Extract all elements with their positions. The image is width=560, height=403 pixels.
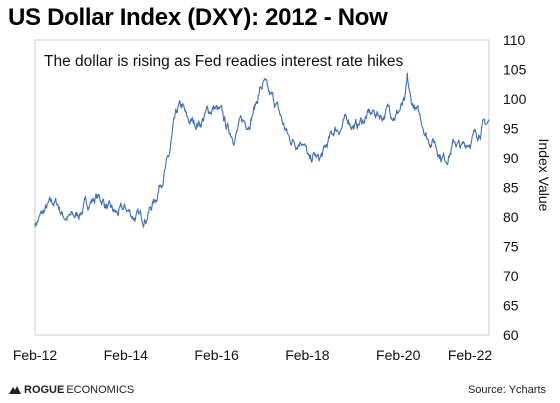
brand: ROGUE ECONOMICS bbox=[8, 384, 134, 396]
x-tick-label: Feb-22 bbox=[448, 347, 493, 363]
y-tick-label: 105 bbox=[503, 62, 527, 78]
y-tick-label: 95 bbox=[503, 121, 519, 137]
y-tick-label: 90 bbox=[503, 150, 519, 166]
y-tick-label: 65 bbox=[503, 298, 519, 314]
x-tick-label: Feb-12 bbox=[13, 347, 58, 363]
plot-frame bbox=[34, 39, 490, 336]
y-tick-label: 70 bbox=[503, 268, 519, 284]
y-tick-label: 60 bbox=[503, 327, 519, 343]
chart-title: US Dollar Index (DXY): 2012 - Now bbox=[8, 4, 388, 31]
y-tick-label: 80 bbox=[503, 209, 519, 225]
y-tick-label: 85 bbox=[503, 180, 519, 196]
x-tick-label: Feb-18 bbox=[285, 347, 330, 363]
x-tick-label: Feb-14 bbox=[104, 347, 149, 363]
series-line bbox=[34, 72, 490, 228]
rogue-economics-logo-icon bbox=[9, 386, 21, 394]
chart-annotation: The dollar is rising as Fed readies inte… bbox=[44, 53, 403, 70]
x-tick-label: Feb-20 bbox=[376, 347, 421, 363]
brand-rest: ECONOMICS bbox=[66, 384, 135, 396]
y-tick-label: 110 bbox=[503, 32, 526, 48]
y-axis-ticks: 60 65 70 75 80 85 90 95 100 105 110 bbox=[503, 32, 527, 343]
x-axis-ticks: Feb-12 Feb-14 Feb-16 Feb-18 Feb-20 Feb-22 bbox=[13, 347, 493, 363]
brand-bold: ROGUE bbox=[24, 384, 65, 396]
source-note: Source: Ycharts bbox=[467, 384, 546, 396]
y-tick-label: 100 bbox=[503, 91, 527, 107]
y-axis-label: Index Value bbox=[536, 139, 552, 212]
y-tick-label: 75 bbox=[503, 239, 519, 255]
x-tick-label: Feb-16 bbox=[194, 347, 239, 363]
